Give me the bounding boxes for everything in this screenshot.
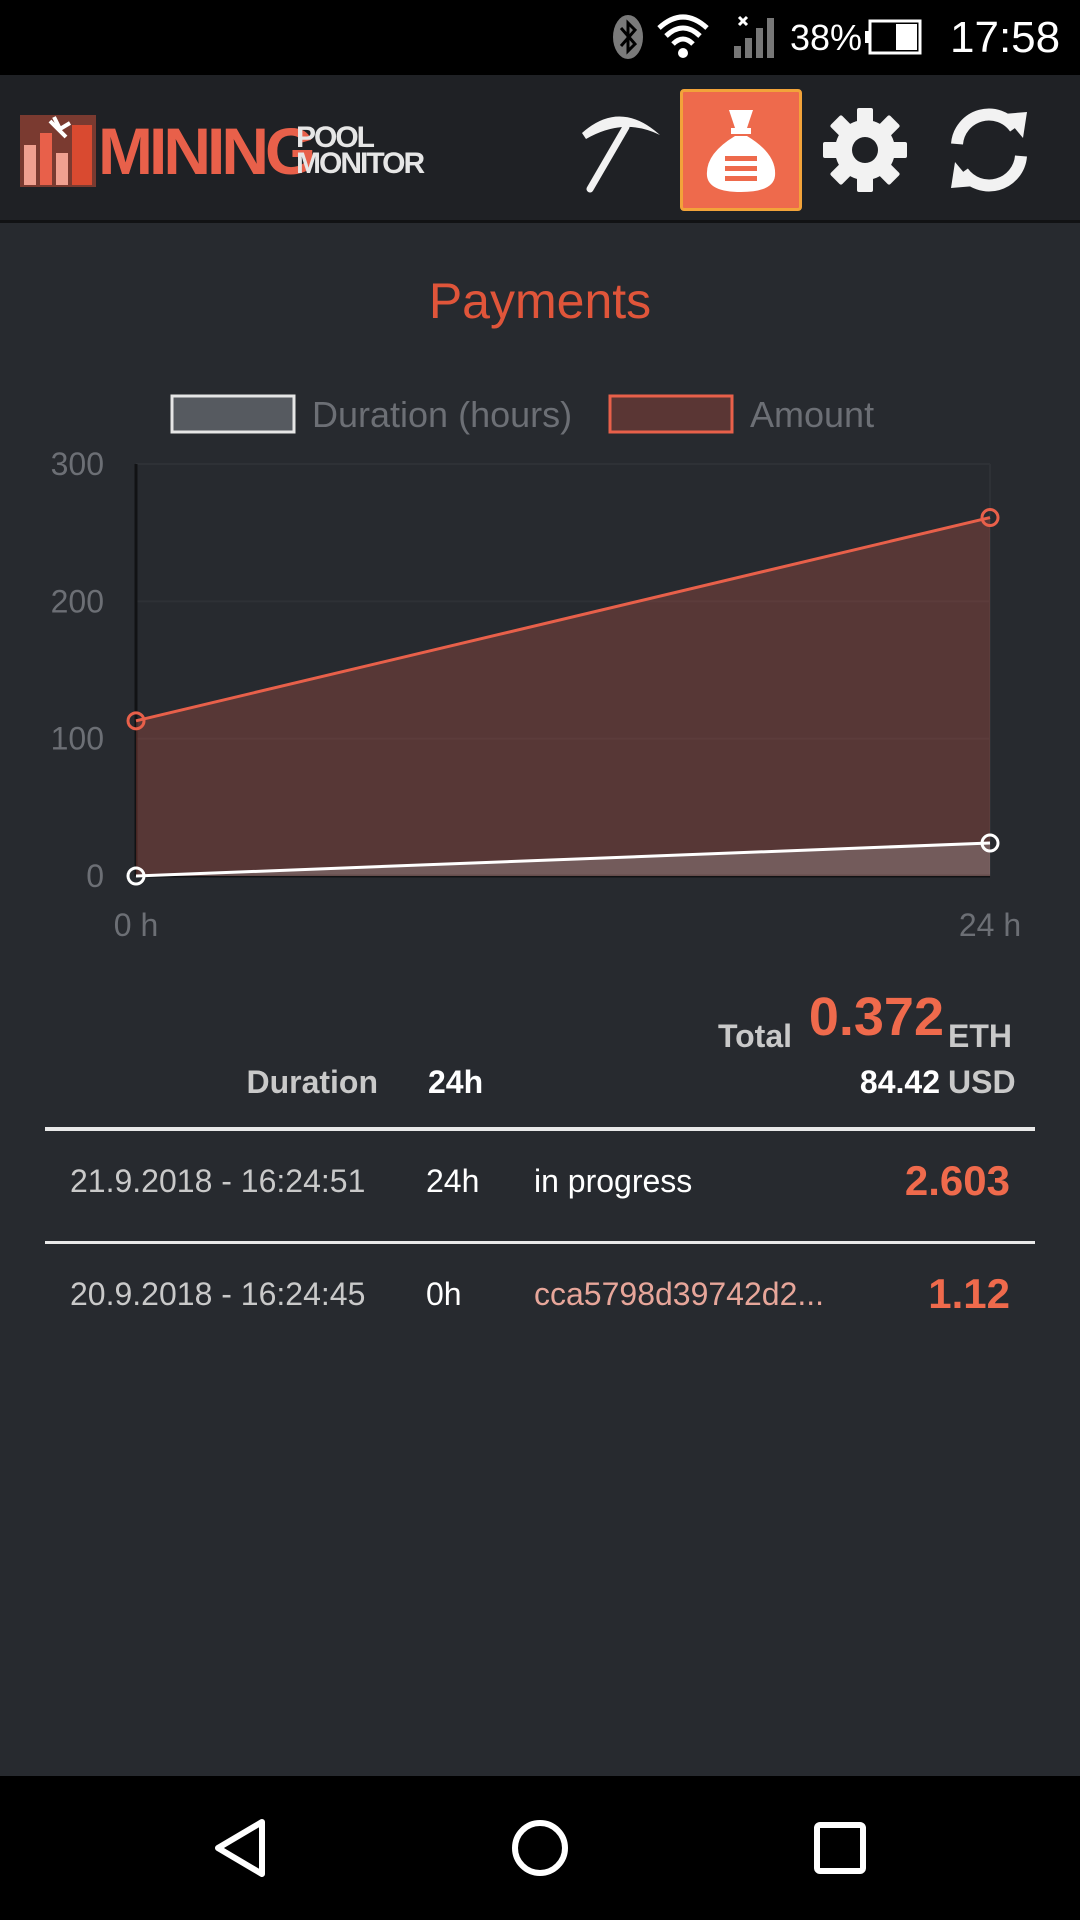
legend-swatch-amount <box>608 394 734 434</box>
back-triangle-icon <box>215 1819 265 1877</box>
wifi-icon <box>657 14 709 58</box>
data-point <box>980 833 1000 853</box>
legend-label-duration: Duration (hours) <box>312 394 572 435</box>
logo-text-top: POOL <box>296 121 375 154</box>
logo-text-bottom: MONITOR <box>296 147 425 180</box>
pickaxe-icon <box>582 116 660 193</box>
payment-date: 21.9.2018 - 16:24:51 <box>70 1163 366 1199</box>
payment-row[interactable]: 20.9.2018 - 16:24:45 0h cca5798d39742d2.… <box>0 1244 1080 1354</box>
home-button[interactable] <box>490 1798 590 1898</box>
row-divider <box>45 1241 1035 1244</box>
logo-text-main: MINING <box>98 114 316 188</box>
transaction-hash-link[interactable]: cca5798d39742d2... <box>534 1276 825 1312</box>
miners-button[interactable] <box>558 89 680 211</box>
chart-series <box>126 508 1000 886</box>
total-usd-value: 84.42 <box>859 1064 940 1100</box>
payments-chart: Duration (hours) Amount 0 100 200 300 0 h 24 … <box>51 394 1022 943</box>
total-usd-unit: USD <box>948 1064 1016 1100</box>
battery-icon <box>865 19 922 55</box>
y-tick-label: 300 <box>51 446 104 482</box>
recent-square-icon <box>814 1822 866 1874</box>
y-tick-label: 0 <box>86 858 104 894</box>
status-bar: 38% 17:58 <box>0 0 1080 75</box>
payment-duration: 0h <box>426 1276 462 1312</box>
duration-label: Duration <box>246 1064 378 1100</box>
page-title: Payments <box>428 273 652 329</box>
recent-apps-button[interactable] <box>790 1798 890 1898</box>
data-point <box>980 508 1000 528</box>
clock: 17:58 <box>950 12 1061 62</box>
signal-icon <box>734 15 774 58</box>
legend-label-amount: Amount <box>750 394 874 435</box>
total-label: Total <box>717 1018 792 1054</box>
home-circle-icon <box>512 1820 568 1876</box>
payment-duration: 24h <box>426 1163 480 1199</box>
legend-swatch-duration <box>170 394 296 434</box>
chart-axes <box>134 464 990 878</box>
total-eth-unit: ETH <box>948 1018 1012 1054</box>
refresh-button[interactable] <box>928 89 1050 211</box>
gear-icon <box>823 108 907 192</box>
x-tick-label: 0 h <box>114 907 158 943</box>
duration-value: 24h <box>428 1064 484 1100</box>
battery-percent: 38% <box>790 16 863 58</box>
total-eth-value: 0.372 <box>808 987 944 1047</box>
back-button[interactable] <box>190 1798 290 1898</box>
system-nav-bar <box>0 1776 1080 1920</box>
payment-date: 20.9.2018 - 16:24:45 <box>70 1276 366 1312</box>
app-logo: MINING POOL MONITOR <box>20 111 440 191</box>
series-line <box>135 516 991 723</box>
payment-status: in progress <box>534 1163 693 1199</box>
y-tick-label: 200 <box>51 583 104 619</box>
payment-amount: 2.603 <box>904 1157 1010 1204</box>
chart-tick-labels: 0 100 200 300 0 h 24 h <box>51 446 1022 943</box>
bluetooth-icon <box>613 15 643 59</box>
app-header: MINING POOL MONITOR <box>0 75 1080 223</box>
settings-button[interactable] <box>804 89 926 211</box>
y-tick-label: 100 <box>51 721 104 757</box>
table-header-divider <box>45 1127 1035 1131</box>
money-bag-icon <box>706 110 776 192</box>
series-line <box>135 841 991 878</box>
payment-amount: 1.12 <box>928 1270 1010 1317</box>
x-tick-label: 24 h <box>959 907 1021 943</box>
data-point <box>126 711 146 731</box>
logo-chart-icon <box>20 115 96 187</box>
payment-row[interactable]: 21.9.2018 - 16:24:51 24h in progress 2.6… <box>0 1131 1080 1241</box>
data-point <box>126 866 146 886</box>
payments-button[interactable] <box>680 89 802 211</box>
series-area <box>136 517 990 876</box>
refresh-icon <box>951 108 1027 192</box>
